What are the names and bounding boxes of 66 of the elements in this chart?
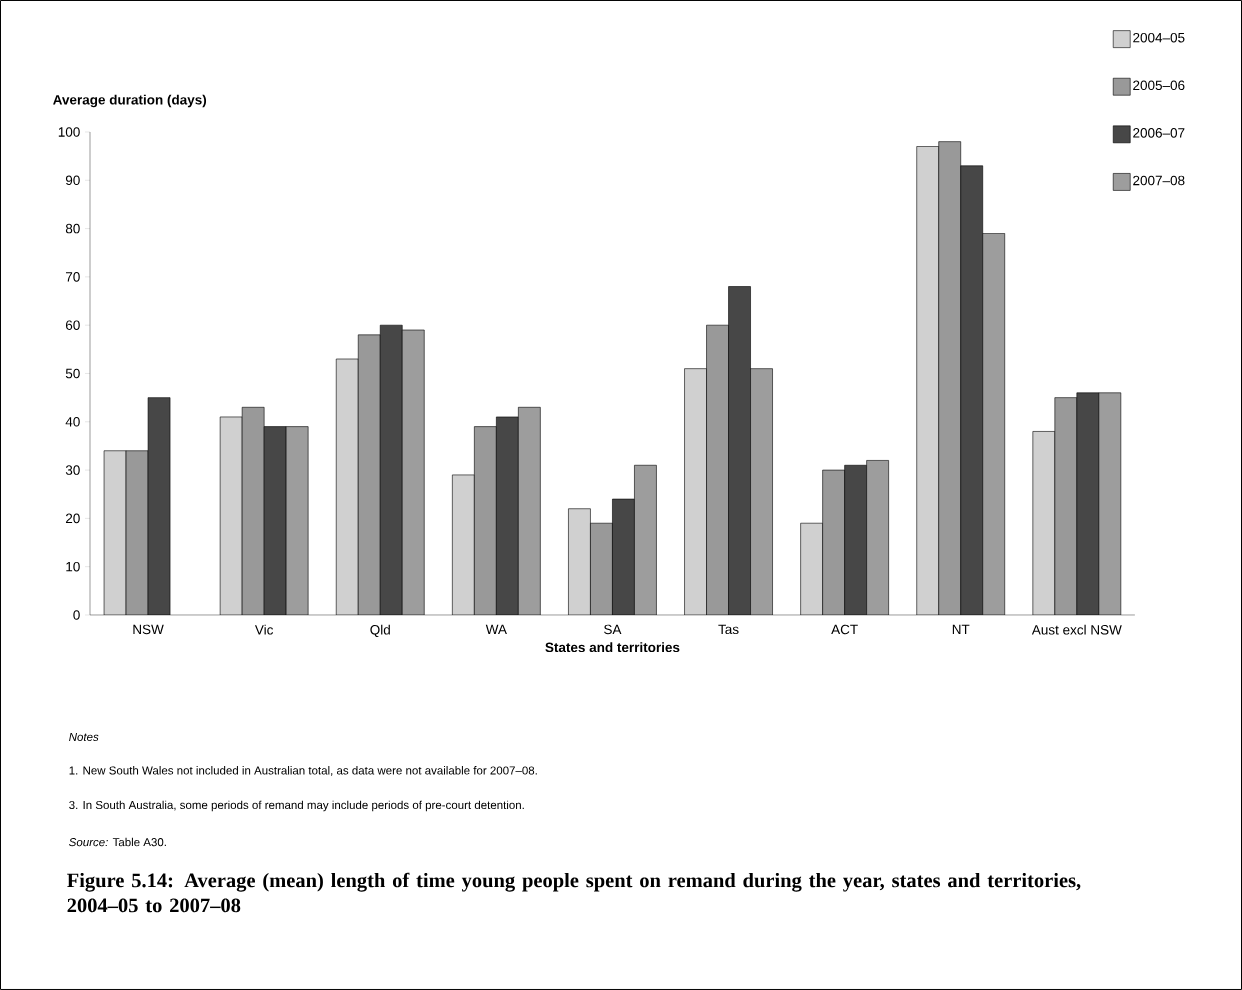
bar [866,460,889,615]
bar [960,165,983,615]
x-tick-label: Aust excl NSW [1031,624,1122,635]
legend-label: 2006–07 [1133,128,1185,138]
bar [496,416,519,615]
bar [264,426,287,615]
y-tick-label: 70 [65,272,80,282]
text: Notes [69,732,99,741]
x-tick-label: WA [485,624,507,634]
bar [336,358,359,615]
bar [402,330,425,615]
x-tick-label: NSW [133,624,164,635]
text: 3. In South Australia, some periods of remand may include periods of pre-court detention. [69,800,524,812]
bar [916,146,939,615]
bar [286,426,309,615]
bar [380,325,403,615]
bar [800,523,823,615]
x-tick-label: ACT [831,624,858,635]
text: Source: Table A30. [69,837,166,847]
y-tick-label: 50 [65,368,80,379]
y-tick-label: 60 [65,320,80,330]
bar [822,470,845,615]
bar [938,141,961,615]
bar [1032,431,1056,615]
bar [706,325,729,615]
y-axis-title: Average duration (days) [53,94,207,108]
x-axis-title: States and territories [545,642,680,653]
text: Figure 5.14: Average (mean) length of time young people spent on remand during the year, states and territories, 2004–05 to 2007–08 [67,872,1081,913]
bar [126,450,149,615]
x-tick-label: SA [604,624,622,635]
x-tick-label: Vic [254,624,274,635]
x-tick-label: Tas [718,624,739,635]
legend-label: 2007–08 [1133,175,1185,186]
bar [1076,392,1100,615]
y-tick-label: 0 [73,610,80,620]
text: 1. New South Wales not included in Australian total, as data were not available for 2007–08. [69,766,537,776]
y-tick-label: 90 [65,175,80,186]
y-tick-label: 10 [66,561,80,572]
y-tick-label: 20 [65,513,80,524]
bar [220,416,243,615]
bar [1054,397,1078,615]
y-tick-label: 40 [65,417,80,427]
y-tick-label: 80 [65,223,80,234]
bar [148,397,171,615]
bar [612,499,635,615]
bar [982,233,1005,615]
legend-label: 2004–05 [1133,32,1185,43]
bar [242,407,265,615]
y-tick-label: 30 [65,465,80,475]
x-tick-label: Qld [370,624,390,638]
x-tick-label: NT [952,624,970,634]
legend-label: 2005–06 [1133,80,1185,91]
bar [844,465,867,615]
bar [518,407,541,615]
bar [590,523,613,615]
bar [684,368,707,615]
bar [750,368,773,615]
bar [358,334,381,615]
bar [728,286,751,615]
bar [452,474,475,615]
bar [568,508,591,615]
y-tick-label: 100 [58,127,80,137]
bar [104,450,127,615]
bar [634,465,657,615]
bar [1098,392,1122,615]
bar [474,426,497,615]
